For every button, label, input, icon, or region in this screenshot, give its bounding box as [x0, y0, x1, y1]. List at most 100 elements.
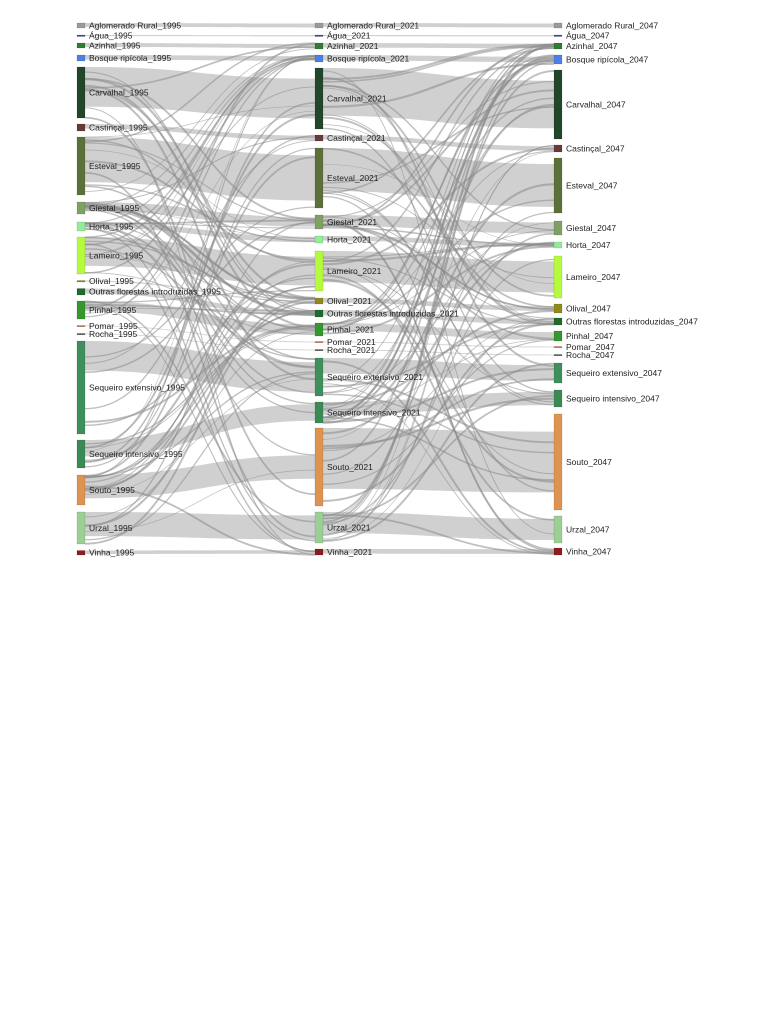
- node-aglomerado-rural-2047: [553, 22, 563, 29]
- node-label-lameiro-1995: Lameiro_1995: [89, 250, 144, 260]
- node-label-pomar-2047: Pomar_2047: [566, 342, 615, 352]
- node-aglomerado-rural-2021: [314, 22, 324, 29]
- flow-link: [84, 300, 316, 523]
- node-giestal-1995: [76, 201, 86, 215]
- node-castincal-1995: [76, 123, 86, 132]
- node-label-giestal-2021: Giestal_2021: [327, 217, 377, 227]
- node-castincal-2021: [314, 134, 324, 142]
- flow-pomar-1995-2021: [85, 325, 315, 343]
- node-rocha-2021: [314, 349, 324, 351]
- flow-link: [322, 43, 555, 227]
- flow-link: [84, 310, 316, 479]
- flow-link: [322, 47, 555, 263]
- node-label-olival-2047: Olival_2047: [566, 303, 611, 313]
- node-label-sequeiro-intensivo-2047: Sequeiro intensivo_2047: [566, 393, 660, 403]
- flow-link: [84, 206, 316, 315]
- flow-link: [84, 107, 316, 556]
- node-sequeiro-extensivo-2021: [314, 357, 324, 397]
- flow-link: [84, 84, 316, 328]
- flow-link: [322, 186, 555, 279]
- flow-link: [322, 513, 555, 555]
- node-label-aglomerado-rural-2021: Aglomerado Rural_2021: [327, 20, 419, 30]
- flow-link: [322, 362, 555, 542]
- flow-link: [84, 116, 316, 496]
- flow-link: [84, 71, 316, 312]
- node-label-vinha-1995: Vinha_1995: [89, 548, 134, 558]
- flow-link: [84, 305, 316, 552]
- node-label-azinhal-2021: Azinhal_2021: [327, 41, 379, 51]
- flow-bosque-ripicola-2021-2047: [323, 55, 554, 63]
- flow-link: [322, 267, 555, 475]
- node-label-souto-2021: Souto_2021: [327, 462, 373, 472]
- flow-link: [322, 116, 555, 326]
- node-giestal-2047: [553, 220, 563, 236]
- node-label-olival-2021: Olival_2021: [327, 296, 372, 306]
- node-label-bosque-ripicola-2021: Bosque ripícola_2021: [327, 53, 410, 63]
- flow-link: [84, 304, 316, 315]
- node-olival-2047: [553, 303, 563, 314]
- flow-link: [322, 230, 555, 325]
- flow-aglomerado-rural-1995-2021: [85, 23, 315, 28]
- node-label-carvalhal-2021: Carvalhal_2021: [327, 93, 387, 103]
- node-label-pomar-1995: Pomar_1995: [89, 321, 138, 331]
- flow-link: [84, 55, 316, 224]
- node-label-olival-1995: Olival_1995: [89, 276, 134, 286]
- flow-link: [84, 236, 316, 304]
- node-urzal-2047: [553, 515, 563, 544]
- flow-bosque-ripicola-1995-2021: [85, 55, 315, 61]
- flow-link: [322, 199, 555, 325]
- flow-link: [84, 78, 316, 300]
- node-castincal-2047: [553, 144, 563, 153]
- flow-aglomerado-rural-2021-2047: [323, 23, 554, 28]
- flow-souto-1995-2021: [85, 455, 315, 499]
- node-label-azinhal-1995: Azinhal_1995: [89, 40, 141, 50]
- node-agua-2021: [314, 34, 324, 37]
- flow-castincal-1995-2021: [85, 124, 315, 141]
- node-label-pinhal-1995: Pinhal_1995: [89, 305, 137, 315]
- node-sequeiro-intensivo-2021: [314, 401, 324, 424]
- flow-link: [84, 156, 316, 477]
- flow-link: [322, 323, 555, 388]
- flow-link: [84, 86, 316, 256]
- node-carvalhal-1995: [76, 66, 86, 119]
- node-label-castincal-2021: Castinçal_2021: [327, 133, 386, 143]
- flow-vinha-1995-2021: [85, 550, 315, 555]
- flow-link: [84, 228, 316, 542]
- node-bosque-ripicola-2047: [553, 54, 563, 65]
- flow-link: [84, 42, 316, 143]
- flow-link: [322, 163, 555, 246]
- node-azinhal-1995: [76, 42, 86, 49]
- flow-link: [322, 145, 555, 536]
- flow-link: [322, 45, 555, 526]
- node-label-sequeiro-extensivo-2021: Sequeiro extensivo_2021: [327, 372, 423, 382]
- flow-link: [84, 134, 316, 410]
- flow-link: [322, 43, 555, 382]
- flow-link: [84, 222, 316, 330]
- node-urzal-1995: [76, 511, 86, 545]
- flow-link: [84, 325, 316, 423]
- flow-sequeiro-intensivo-2021-2047: [323, 391, 554, 416]
- flow-link: [322, 397, 555, 448]
- node-label-giestal-1995: Giestal_1995: [89, 203, 139, 213]
- node-label-urzal-2021: Urzal_2021: [327, 522, 371, 532]
- node-souto-2047: [553, 413, 563, 511]
- cross-flow-links: [84, 42, 555, 556]
- node-label-castincal-1995: Castinçal_1995: [89, 122, 148, 132]
- flow-link: [84, 219, 316, 225]
- node-azinhal-2047: [553, 42, 563, 50]
- node-label-azinhal-2047: Azinhal_2047: [566, 41, 618, 51]
- flow-link: [84, 136, 316, 204]
- node-label-vinha-2047: Vinha_2047: [566, 546, 611, 556]
- node-pomar-2021: [314, 341, 324, 343]
- flow-souto-2021-2047: [323, 428, 554, 493]
- node-label-agua-2021: Água_2021: [327, 31, 371, 41]
- flow-link: [84, 225, 316, 369]
- node-label-pomar-2021: Pomar_2021: [327, 337, 376, 347]
- node-horta-2047: [553, 241, 563, 249]
- node-label-sequeiro-intensivo-1995: Sequeiro intensivo_1995: [89, 449, 183, 459]
- flow-link: [322, 216, 555, 319]
- node-columns: [76, 22, 563, 556]
- flow-link: [84, 469, 316, 532]
- flow-link: [84, 277, 316, 426]
- flow-link: [84, 140, 316, 364]
